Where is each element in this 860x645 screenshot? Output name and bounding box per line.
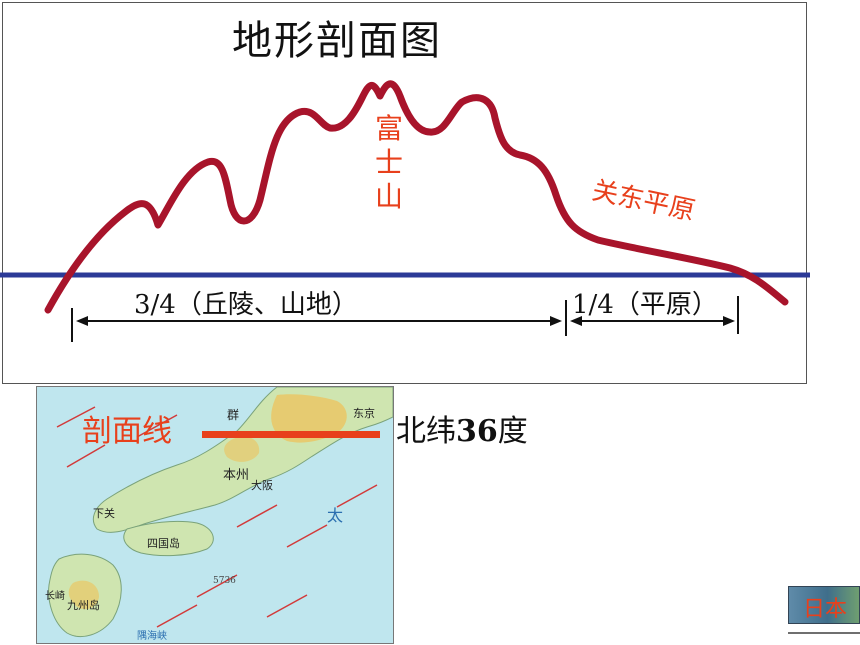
right-arrow-icon — [723, 316, 735, 326]
current-arrow-icon — [56, 406, 96, 428]
right-arrow-icon — [550, 316, 562, 326]
section-line-label: 剖面线 — [82, 414, 172, 449]
current-arrow-icon — [236, 504, 278, 528]
latitude-number: 36 — [456, 414, 498, 449]
japan-map-svg: 本州 东京 大阪 群 四国岛 下关 九州岛 长崎 太 5736 隅海峡 — [37, 387, 393, 643]
map-label-gunma: 群 — [227, 408, 239, 422]
current-arrow-icon — [286, 524, 328, 548]
nav-underline — [788, 632, 860, 634]
highland-area — [68, 580, 99, 610]
left-arrow-icon — [76, 316, 88, 326]
map-label-depth: 5736 — [213, 576, 236, 586]
current-arrow-icon — [336, 484, 378, 508]
japan-map: 本州 东京 大阪 群 四国岛 下关 九州岛 长崎 太 5736 隅海峡 — [36, 386, 394, 644]
map-label-nagasaki: 长崎 — [45, 589, 65, 602]
terrain-profile-svg — [0, 80, 810, 342]
page-title: 地形剖面图 — [232, 18, 442, 64]
shikoku-landmass — [123, 520, 214, 557]
left-arrow-icon — [570, 316, 582, 326]
highland-area — [224, 436, 260, 462]
map-label-pacific: 太 — [327, 506, 343, 525]
map-label-honshu: 本州 — [223, 468, 249, 483]
current-arrow-icon — [136, 414, 178, 438]
plain-share-label: 1/4（平原） — [572, 290, 718, 320]
highland-area — [271, 394, 347, 443]
fuji-label: 富士山 — [374, 112, 403, 213]
latitude-label: 北纬36度 — [396, 406, 528, 450]
map-label-shikoku: 四国岛 — [147, 536, 180, 550]
current-arrow-icon — [266, 594, 308, 618]
map-label-osaka: 大阪 — [251, 478, 273, 492]
latitude-unit: 度 — [497, 414, 528, 449]
current-arrow-icon — [156, 604, 198, 628]
map-label-shimonoseki: 下关 — [93, 506, 115, 520]
japan-nav-label: 日本 — [803, 597, 848, 622]
map-label-kyushu: 九州岛 — [67, 598, 100, 612]
map-label-strait: 隅海峡 — [137, 629, 167, 642]
section-line-marker — [202, 431, 380, 438]
current-arrow-icon — [66, 444, 106, 468]
map-label-tokyo: 东京 — [353, 406, 375, 420]
ocean-current-arrows — [56, 406, 378, 628]
current-arrow-icon — [196, 574, 238, 598]
hills-share-label: 3/4（丘陵、山地） — [134, 290, 358, 320]
japan-nav-button[interactable]: 日本 — [788, 586, 860, 624]
terrain-profile-line — [44, 80, 789, 314]
latitude-prefix: 北纬 — [396, 414, 456, 449]
